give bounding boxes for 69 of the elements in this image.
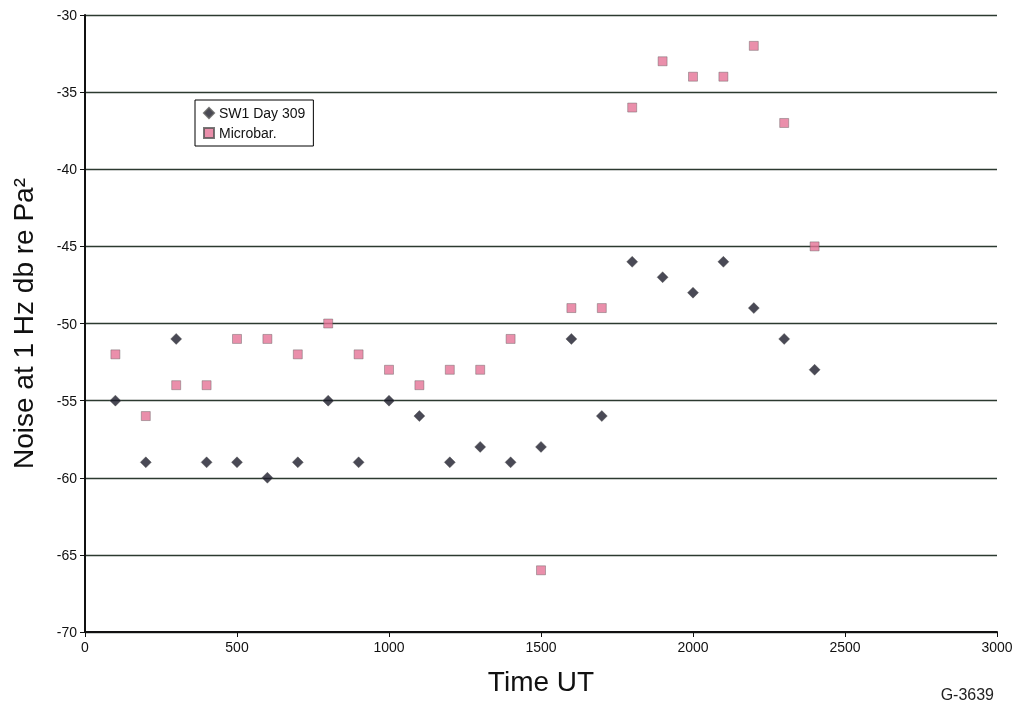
x-tick-label: 3000 <box>981 639 1013 655</box>
point <box>536 565 546 576</box>
point <box>565 333 578 345</box>
point <box>292 456 304 469</box>
point <box>110 349 121 360</box>
point <box>748 302 760 314</box>
point <box>262 334 273 344</box>
point <box>718 71 729 82</box>
point <box>231 456 243 469</box>
point <box>413 410 426 422</box>
legend-label: SW1 Day 309 <box>219 105 306 121</box>
point <box>778 333 790 345</box>
point <box>779 118 789 128</box>
y-tick-label: -70 <box>56 624 78 640</box>
y-axis-title: Noise at 1 Hz db re Pa² <box>7 177 39 470</box>
x-tick-label: 2000 <box>677 639 709 655</box>
point <box>383 394 395 407</box>
x-tick-label: 1000 <box>373 639 405 655</box>
x-tick-label: 2500 <box>829 639 861 655</box>
point <box>444 456 456 469</box>
x-axis-title: Time UT <box>487 665 595 697</box>
point <box>809 241 820 252</box>
point <box>352 456 365 469</box>
point <box>414 380 425 390</box>
point <box>170 333 182 345</box>
point <box>293 349 303 360</box>
point <box>323 318 333 329</box>
point <box>171 380 181 390</box>
point <box>384 365 394 375</box>
point <box>505 334 516 344</box>
x-tick-label: 0 <box>81 639 90 655</box>
y-tick-label: -60 <box>56 469 78 486</box>
legend-label: Microbar. <box>219 125 277 141</box>
point <box>475 365 485 375</box>
y-tick-label: -45 <box>56 238 78 255</box>
y-tick-label: -40 <box>56 161 78 178</box>
point <box>261 472 274 484</box>
point <box>201 380 212 390</box>
point <box>749 41 759 51</box>
point <box>232 334 242 344</box>
point <box>322 394 334 407</box>
point <box>717 256 730 268</box>
point <box>657 56 668 67</box>
point <box>353 349 364 360</box>
point <box>808 364 821 376</box>
point <box>141 411 151 421</box>
point <box>627 102 637 113</box>
point <box>504 456 517 469</box>
point <box>445 365 455 375</box>
text: G-3639 <box>940 686 994 704</box>
y-tick-label: -30 <box>56 7 78 23</box>
x-tick-label: 1500 <box>525 639 557 655</box>
y-tick-label: -65 <box>56 546 78 563</box>
x-tick-label: 500 <box>225 639 249 655</box>
point <box>597 303 607 313</box>
y-tick-label: -35 <box>56 84 78 101</box>
point <box>109 394 122 407</box>
point <box>535 441 547 453</box>
point <box>656 271 669 283</box>
point <box>200 456 213 469</box>
point <box>626 256 638 268</box>
point <box>140 456 152 469</box>
point <box>474 441 486 453</box>
point <box>566 303 577 313</box>
y-tick-label: -55 <box>56 392 78 409</box>
point <box>596 410 608 422</box>
point <box>687 286 699 299</box>
point <box>688 71 698 82</box>
y-tick-label: -50 <box>56 315 78 332</box>
